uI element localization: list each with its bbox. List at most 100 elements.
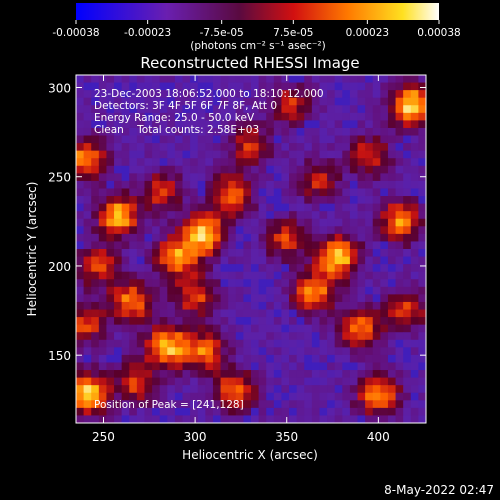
- heatmap-cell: [182, 203, 191, 212]
- heatmap-cell: [235, 286, 244, 295]
- heatmap-cell: [174, 90, 183, 99]
- heatmap-cell: [281, 385, 290, 394]
- heatmap-cell: [403, 218, 412, 227]
- heatmap-cell: [319, 256, 328, 265]
- heatmap-cell: [121, 370, 130, 379]
- heatmap-cell: [91, 90, 100, 99]
- heatmap-cell: [319, 188, 328, 197]
- heatmap-cell: [372, 173, 381, 182]
- heatmap-cell: [380, 392, 389, 401]
- heatmap-cell: [228, 415, 237, 423]
- heatmap-cell: [106, 271, 115, 280]
- heatmap-cell: [98, 165, 107, 174]
- heatmap-cell: [418, 173, 426, 182]
- heatmap-cell: [91, 354, 100, 363]
- heatmap-cell: [220, 233, 229, 242]
- heatmap-cell: [144, 256, 153, 265]
- heatmap-cell: [190, 82, 199, 91]
- heatmap-cell: [281, 400, 290, 409]
- heatmap-cell: [91, 112, 100, 121]
- heatmap-cell: [76, 82, 85, 91]
- heatmap-cell: [235, 165, 244, 174]
- heatmap-cell: [319, 97, 328, 106]
- heatmap-cell: [304, 415, 313, 423]
- heatmap-cell: [220, 279, 229, 288]
- heatmap-cell: [372, 241, 381, 250]
- heatmap-cell: [357, 324, 366, 333]
- heatmap-cell: [403, 165, 412, 174]
- heatmap-cell: [334, 233, 343, 242]
- heatmap-cell: [106, 400, 115, 409]
- heatmap-cell: [258, 407, 267, 416]
- heatmap-cell: [281, 233, 290, 242]
- heatmap-cell: [83, 143, 92, 152]
- heatmap-cell: [304, 165, 313, 174]
- heatmap-cell: [342, 400, 351, 409]
- heatmap-cell: [349, 150, 358, 159]
- heatmap-cell: [342, 211, 351, 220]
- heatmap-cell: [136, 127, 145, 136]
- heatmap-cell: [167, 249, 176, 257]
- heatmap-cell: [243, 158, 252, 167]
- heatmap-cell: [114, 120, 123, 129]
- heatmap-cell: [410, 286, 419, 295]
- heatmap-cell: [182, 279, 191, 288]
- heatmap-cell: [212, 211, 221, 220]
- heatmap-cell: [182, 264, 191, 273]
- heatmap-cell: [380, 97, 389, 106]
- heatmap-cell: [76, 415, 85, 423]
- heatmap-cell: [304, 135, 313, 144]
- heatmap-cell: [304, 127, 313, 136]
- colorbar-ticks: -0.00038 -0.00023 -7.5e-05 7.5e-05 0.00023 0.…: [52, 20, 461, 39]
- heatmap-cell: [228, 309, 237, 318]
- heatmap-cell: [136, 180, 145, 189]
- heatmap-cell: [228, 135, 237, 144]
- heatmap-cell: [228, 332, 237, 341]
- heatmap-cell: [380, 279, 389, 288]
- heatmap-cell: [167, 211, 176, 220]
- heatmap-cell: [106, 385, 115, 394]
- heatmap-cell: [357, 279, 366, 288]
- heatmap-cell: [387, 226, 396, 235]
- heatmap-cell: [327, 354, 336, 363]
- heatmap-cell: [106, 218, 115, 227]
- heatmap-cell: [136, 82, 145, 91]
- heatmap-cell: [342, 339, 351, 348]
- heatmap-cell: [83, 196, 92, 205]
- heatmap-cell: [258, 82, 267, 91]
- heatmap-cell: [220, 112, 229, 121]
- heatmap-cell: [121, 97, 130, 106]
- heatmap-cell: [289, 90, 298, 99]
- heatmap-cell: [304, 241, 313, 250]
- heatmap-cell: [190, 203, 199, 212]
- heatmap-cell: [197, 188, 206, 197]
- heatmap-cell: [159, 279, 168, 288]
- heatmap-cell: [76, 120, 85, 129]
- heatmap-cell: [76, 218, 85, 227]
- heatmap-cell: [365, 324, 374, 333]
- heatmap-cell: [106, 233, 115, 242]
- heatmap-cell: [182, 90, 191, 99]
- heatmap-cell: [327, 294, 336, 303]
- heatmap-cell: [273, 385, 282, 394]
- heatmap-cell: [159, 241, 168, 250]
- heatmap-cell: [387, 400, 396, 409]
- heatmap-cell: [98, 203, 107, 212]
- heatmap-cell: [121, 218, 130, 227]
- heatmap-cell: [273, 264, 282, 273]
- heatmap-cell: [357, 256, 366, 265]
- heatmap-cell: [91, 127, 100, 136]
- heatmap-cell: [76, 105, 85, 114]
- heatmap-cell: [167, 173, 176, 182]
- heatmap-cell: [144, 120, 153, 129]
- heatmap-cell: [273, 362, 282, 371]
- heatmap-cell: [114, 407, 123, 416]
- heatmap-cell: [311, 256, 320, 265]
- heatmap-cell: [380, 286, 389, 295]
- heatmap-cell: [334, 196, 343, 205]
- heatmap-cell: [121, 286, 130, 295]
- heatmap-cell: [167, 415, 176, 423]
- heatmap-cell: [144, 180, 153, 189]
- heatmap-cell: [212, 203, 221, 212]
- heatmap-cell: [212, 271, 221, 280]
